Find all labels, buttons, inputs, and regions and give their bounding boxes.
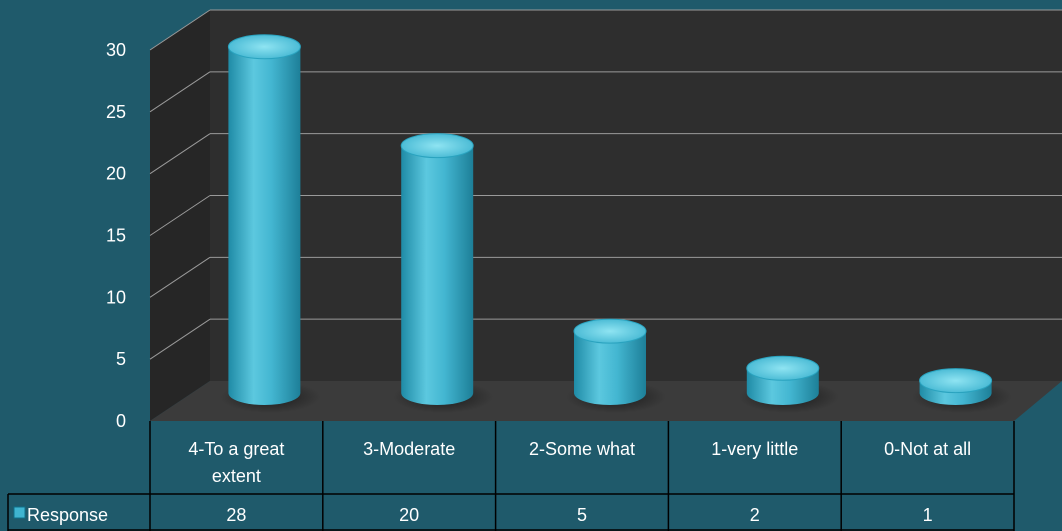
y-tick-label: 5	[116, 349, 126, 369]
gridline-side	[149, 256, 211, 298]
y-axis-ticks: 0 5 10 15 20 25 30	[106, 40, 126, 431]
y-tick-label: 25	[106, 102, 126, 122]
y-tick-label: 30	[106, 40, 126, 60]
data-value-label: 20	[399, 505, 419, 525]
gridline-side	[149, 318, 211, 360]
gridline-side	[149, 71, 211, 113]
bar-top	[227, 34, 301, 60]
bar-body	[228, 46, 301, 405]
category-label: 0-Not at all	[884, 439, 971, 459]
bar	[220, 34, 321, 413]
category-label: extent	[212, 466, 261, 486]
bars	[220, 34, 1012, 413]
gridline-side	[149, 133, 211, 175]
bar-top	[746, 355, 820, 381]
data-value-label: 1	[923, 505, 933, 525]
y-tick-label: 20	[106, 164, 126, 184]
legend-key	[13, 506, 26, 519]
y-tick-label: 10	[106, 287, 126, 307]
category-label: 3-Moderate	[363, 439, 455, 459]
bar	[738, 355, 839, 413]
y-tick-label: 0	[116, 411, 126, 431]
data-value-label: 2	[750, 505, 760, 525]
data-table: 4-To a great extent 28 3-Moderate 20 2-Some w…	[7, 421, 1015, 531]
gridline-side	[149, 9, 211, 51]
category-label: 4-To a great	[188, 439, 284, 459]
gridlines	[149, 9, 1062, 360]
bar-top	[400, 133, 474, 159]
y-tick-label: 15	[106, 226, 126, 246]
bar	[911, 368, 1012, 413]
gridline-side	[149, 195, 211, 236]
bar-top	[573, 318, 647, 344]
data-value-label: 5	[577, 505, 587, 525]
bar	[393, 133, 494, 413]
bar	[566, 318, 666, 413]
bar-body	[574, 331, 646, 405]
category-label: 2-Some what	[529, 439, 635, 459]
category-label: 1-very little	[711, 439, 798, 459]
bar-body	[401, 145, 474, 405]
series-name-label: Response	[27, 505, 108, 525]
bar-top	[919, 368, 993, 394]
data-value-label: 28	[226, 505, 246, 525]
